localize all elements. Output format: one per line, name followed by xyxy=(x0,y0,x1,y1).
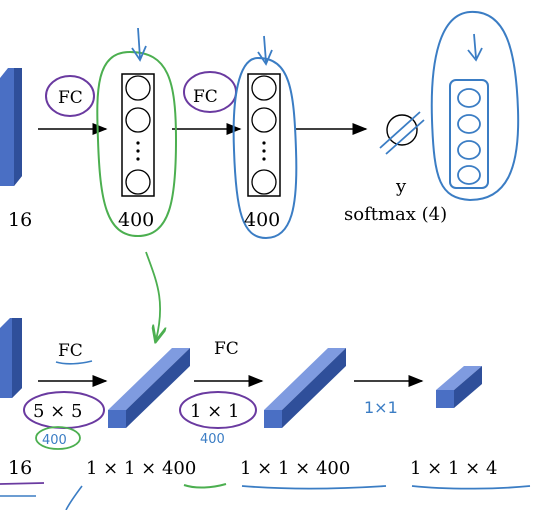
top-layer2-size: 400 xyxy=(244,209,280,231)
top-conv-volume xyxy=(0,68,22,186)
top-fc-label-2: FC xyxy=(193,87,218,107)
top-output-node xyxy=(379,111,425,155)
bottom-vol3-underline xyxy=(411,485,531,490)
bottom-conv-volume xyxy=(0,318,22,398)
bottom-vol1-underline xyxy=(183,483,227,489)
bottom-fc-underline-1 xyxy=(55,360,93,365)
bottom-filter1-note: 400 xyxy=(42,433,67,448)
bottom-filter2-note: 400 xyxy=(200,432,225,447)
bottom-vol3-label: 1 × 1 × 4 xyxy=(410,458,497,479)
bottom-fc-label-2: FC xyxy=(214,339,239,359)
bottom-filter3-note: 1×1 xyxy=(364,398,398,417)
bottom-fc-label-1: FC xyxy=(58,341,83,361)
bottom-volume-1 xyxy=(108,348,190,428)
bottom-vol2-label: 1 × 1 × 400 xyxy=(240,458,350,479)
bottom-blue-stroke xyxy=(65,485,83,510)
top-layer2-down-arrow xyxy=(257,35,273,66)
top-conv-depth-label: 16 xyxy=(8,209,32,231)
bottom-filter1-note-circle xyxy=(35,426,81,450)
bottom-vol2-underline xyxy=(241,485,387,490)
bottom-filter2-label: 1 × 1 xyxy=(190,401,239,422)
bottom-filter2-circle xyxy=(179,391,257,429)
bottom-vol1-label: 1 × 1 × 400 xyxy=(86,458,196,479)
top-fc-layer-1 xyxy=(121,73,155,197)
bottom-filter1-label: 5 × 5 xyxy=(33,401,82,422)
top-output-symbol: y xyxy=(395,176,407,197)
top-layer1-down-arrow xyxy=(131,27,147,62)
top-softmax-units xyxy=(430,10,520,202)
bottom-purple-underline-left xyxy=(0,482,45,485)
top-output-label: softmax (4) xyxy=(344,204,447,225)
top-layer1-green-outline xyxy=(96,50,178,238)
green-connector-arrow xyxy=(145,251,160,340)
top-fc-circle-1 xyxy=(45,75,95,117)
bottom-conv-depth-label: 16 xyxy=(8,457,32,479)
top-layer2-blue-outline xyxy=(232,56,298,240)
top-layer1-size: 400 xyxy=(118,209,154,231)
bottom-volume-3 xyxy=(436,366,482,408)
top-fc-label-1: FC xyxy=(58,88,83,108)
bottom-volume-2 xyxy=(264,348,346,428)
top-fc-layer-2 xyxy=(247,73,281,197)
